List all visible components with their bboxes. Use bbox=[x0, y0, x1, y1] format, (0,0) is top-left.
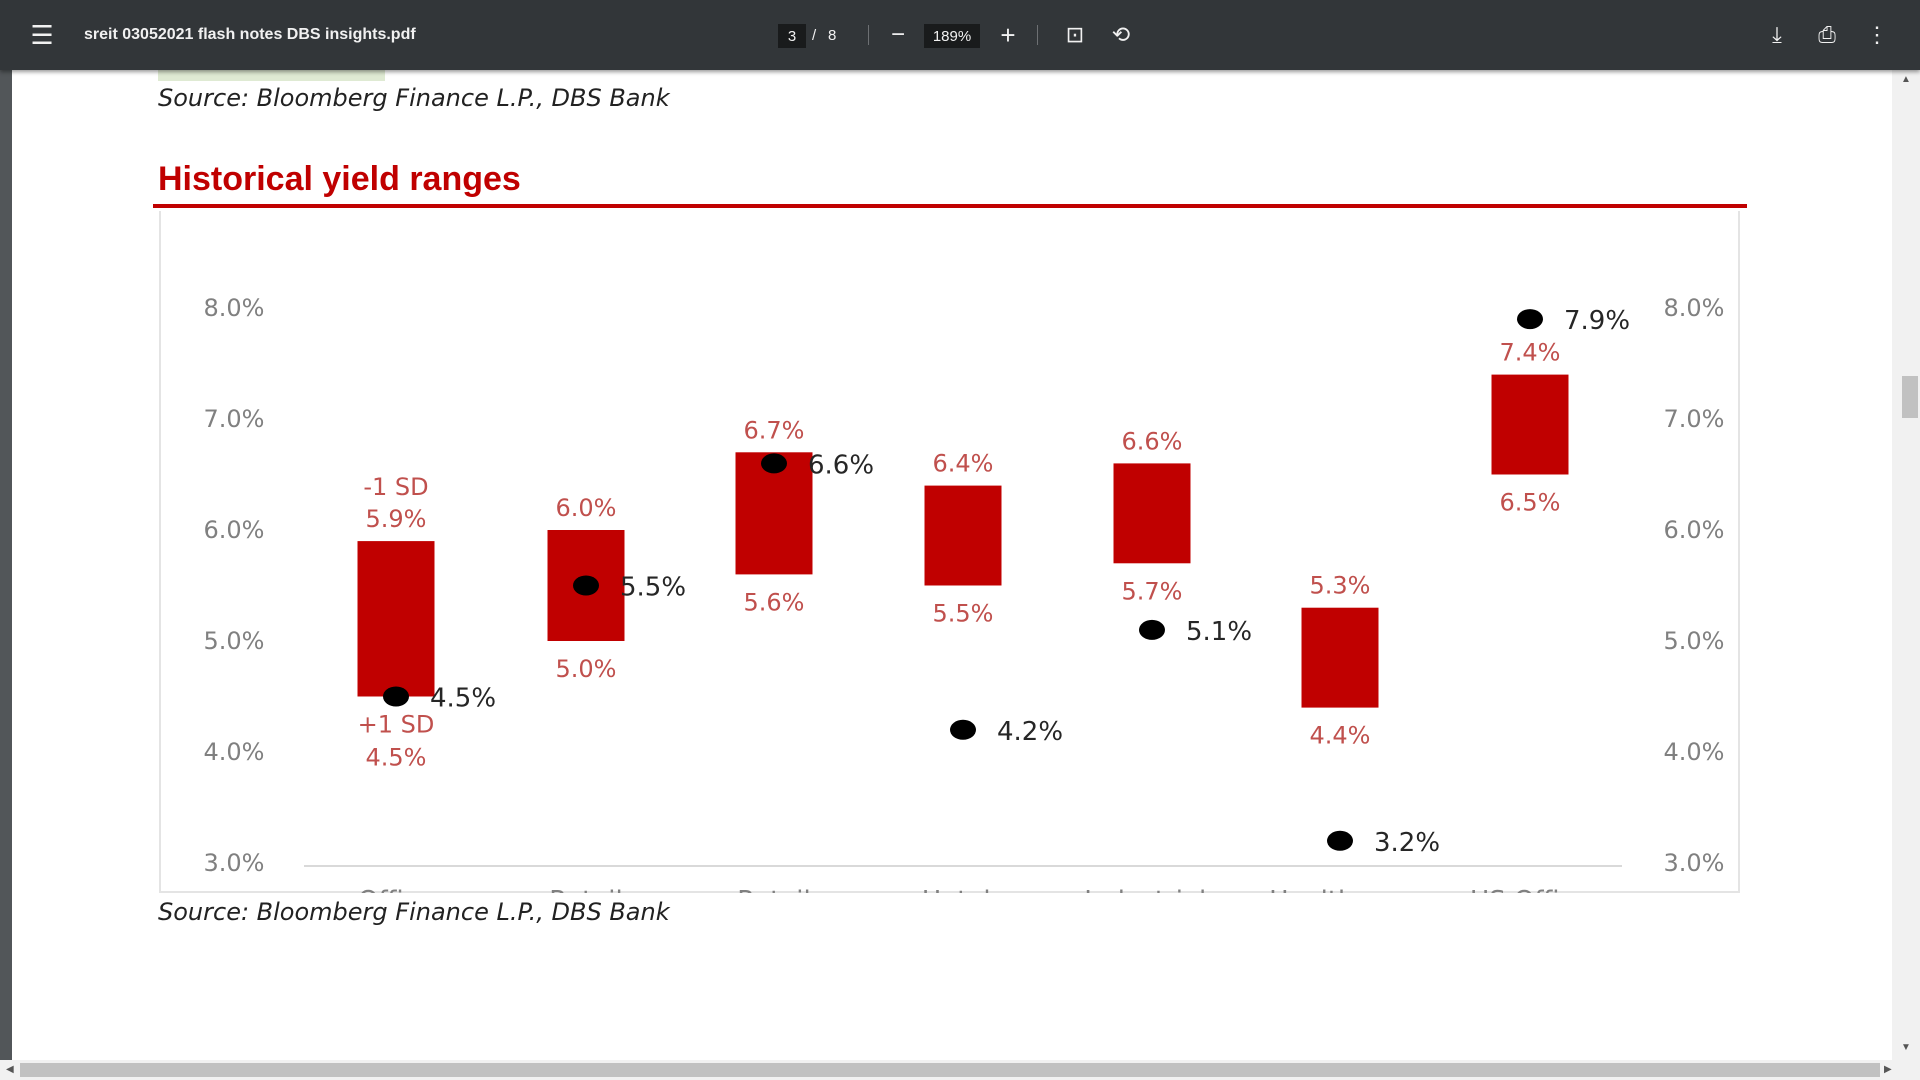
y-tick-left: 3.0% bbox=[204, 849, 265, 877]
section-heading: Historical yield ranges bbox=[158, 160, 521, 198]
horizontal-scroll-thumb[interactable] bbox=[20, 1063, 1880, 1077]
y-tick-left: 8.0% bbox=[204, 294, 265, 322]
range-bar bbox=[924, 485, 1002, 586]
scroll-right-icon[interactable]: ▶ bbox=[1884, 1064, 1892, 1075]
y-tick-right: 3.0% bbox=[1664, 849, 1725, 877]
zoom-in-icon[interactable]: + bbox=[1000, 19, 1016, 50]
y-tick-right: 8.0% bbox=[1664, 294, 1725, 322]
current-yield-label: 5.1% bbox=[1186, 617, 1252, 647]
x-tick-label: Office bbox=[358, 886, 434, 893]
divider bbox=[1037, 25, 1038, 45]
current-yield-dot bbox=[950, 719, 976, 740]
current-yield-dot bbox=[1517, 309, 1543, 330]
range-bar bbox=[357, 541, 435, 697]
source-note: Source: Bloomberg Finance L.P., DBS Bank bbox=[158, 84, 670, 112]
current-yield-label: 4.2% bbox=[997, 717, 1063, 747]
menu-icon[interactable]: ☰ bbox=[30, 19, 54, 50]
low-label: 5.5% bbox=[933, 600, 994, 628]
x-tick-label: Healthcare bbox=[1269, 886, 1411, 893]
fit-page-icon[interactable]: ⊡ bbox=[1065, 22, 1085, 47]
heading-rule bbox=[153, 204, 1747, 208]
range-bar bbox=[1113, 463, 1191, 564]
y-tick-left: 5.0% bbox=[204, 627, 265, 655]
y-tick-right: 5.0% bbox=[1664, 627, 1725, 655]
rotate-icon[interactable]: ⟲ bbox=[1111, 22, 1131, 47]
current-yield-label: 5.5% bbox=[620, 573, 686, 603]
sd-annotation-high: -1 SD bbox=[363, 473, 428, 501]
current-yield-dot bbox=[573, 575, 599, 596]
current-yield-label: 6.6% bbox=[808, 450, 874, 480]
x-tick-label: Industrials bbox=[1084, 886, 1219, 893]
high-label: 6.6% bbox=[1122, 427, 1183, 455]
yield-range-chart: 8.0% 8.0% 7.0% 7.0% 6.0% 6.0% 5.0% 5.0% 4.0% 4.0%… bbox=[204, 294, 1725, 948]
pdf-toolbar: ☰ sreit 03052021 flash notes DBS insight… bbox=[0, 0, 1920, 70]
print-icon[interactable]: ⎙ bbox=[1818, 22, 1836, 47]
y-tick-right: 7.0% bbox=[1664, 405, 1725, 433]
page-separator: / bbox=[812, 26, 817, 44]
y-tick-right: 4.0% bbox=[1664, 738, 1725, 766]
x-tick-label: US Office bbox=[1470, 886, 1590, 893]
page-number-input[interactable]: 3 bbox=[778, 24, 806, 48]
scroll-down-icon[interactable]: ▼ bbox=[1901, 1042, 1911, 1053]
more-icon[interactable]: ⋮ bbox=[1866, 22, 1888, 47]
low-label: 5.0% bbox=[556, 655, 617, 683]
current-yield-label: 4.5% bbox=[430, 684, 496, 714]
current-yield-label: 3.2% bbox=[1374, 828, 1440, 858]
table-highlight bbox=[158, 70, 385, 81]
document-title: sreit 03052021 flash notes DBS insights.… bbox=[84, 26, 416, 43]
pdf-page: Source: Bloomberg Finance L.P., DBS Bank… bbox=[12, 70, 1892, 1060]
scroll-up-icon[interactable]: ▲ bbox=[1901, 74, 1911, 85]
zoom-input[interactable]: 189% bbox=[924, 24, 980, 48]
low-label: 4.5% bbox=[366, 744, 427, 772]
current-yield-label: 7.9% bbox=[1564, 306, 1630, 336]
page-total: 8 bbox=[828, 26, 837, 44]
current-yield-dot bbox=[761, 453, 787, 474]
scroll-left-icon[interactable]: ◀ bbox=[6, 1064, 14, 1075]
range-bar bbox=[1491, 374, 1569, 475]
x-tick-label: Hotels bbox=[922, 886, 1004, 893]
high-label: 6.4% bbox=[933, 450, 994, 478]
current-yield-dot bbox=[383, 686, 409, 707]
vertical-scroll-thumb[interactable] bbox=[1902, 376, 1918, 418]
x-tick-label: Retail bbox=[549, 886, 622, 893]
high-label: 7.4% bbox=[1500, 339, 1561, 367]
range-bar bbox=[1301, 607, 1379, 708]
high-label: 5.9% bbox=[366, 505, 427, 533]
chart-frame: 8.0% 8.0% 7.0% 7.0% 6.0% 6.0% 5.0% 5.0% 4.0% 4.0%… bbox=[159, 211, 1740, 948]
current-yield-dot bbox=[1327, 830, 1353, 851]
current-yield-dot bbox=[1139, 619, 1165, 640]
high-label: 5.3% bbox=[1310, 572, 1371, 600]
low-label: 5.7% bbox=[1122, 577, 1183, 605]
low-label: 5.6% bbox=[744, 588, 805, 616]
divider bbox=[868, 25, 869, 45]
high-label: 6.7% bbox=[744, 416, 805, 444]
low-label: 4.4% bbox=[1310, 722, 1371, 750]
vertical-scrollbar[interactable] bbox=[1892, 70, 1920, 1060]
y-tick-right: 6.0% bbox=[1664, 516, 1725, 544]
high-label: 6.0% bbox=[556, 494, 617, 522]
download-icon[interactable]: ⤓ bbox=[1772, 22, 1782, 47]
y-tick-left: 7.0% bbox=[204, 405, 265, 433]
source-note: Source: Bloomberg Finance L.P., DBS Bank bbox=[158, 898, 670, 926]
low-label: 6.5% bbox=[1500, 489, 1561, 517]
y-tick-left: 6.0% bbox=[204, 516, 265, 544]
x-tick-label: Retail bbox=[737, 886, 810, 893]
zoom-out-icon[interactable]: − bbox=[890, 21, 905, 48]
y-tick-left: 4.0% bbox=[204, 738, 265, 766]
sd-annotation-low: +1 SD bbox=[358, 711, 435, 739]
